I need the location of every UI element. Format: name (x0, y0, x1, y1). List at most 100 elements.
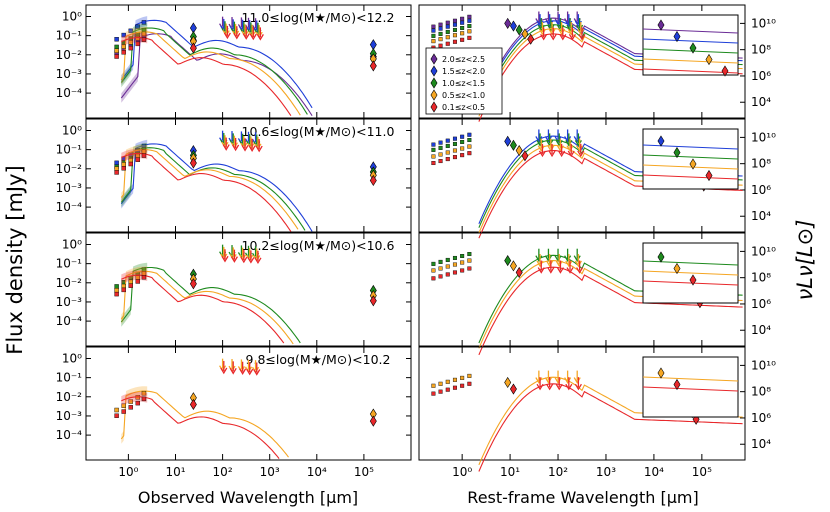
upper-limit-arrow (556, 18, 564, 32)
upper-limit-arrow (565, 377, 573, 391)
rest-photometry-point (445, 387, 450, 392)
photometry-point (121, 283, 126, 289)
rest-photometry-point (460, 20, 465, 25)
model-sed-curve (120, 390, 289, 458)
upper-limit-arrow (229, 361, 237, 375)
upper-limit-arrow-head (540, 33, 548, 41)
upper-limit-arrow (237, 359, 245, 373)
rest-photometry-point (445, 35, 450, 40)
upper-limit-arrow (573, 248, 581, 262)
rest-photometry-point (460, 25, 465, 30)
photometry-point (128, 40, 133, 45)
y-tick-label-lum: 10¹⁰ (751, 16, 776, 30)
upper-limit-arrow-head (253, 369, 261, 376)
rest-photometry-point (438, 274, 443, 279)
upper-limit-arrow-head (574, 383, 582, 391)
rest-photometry-point (438, 43, 443, 48)
y-tick-label-lum: 10⁸ (751, 271, 771, 285)
upper-limit-arrow (538, 143, 547, 158)
luminosity-point (504, 376, 512, 389)
upper-limit-arrow (555, 253, 563, 268)
inset-zoom (642, 356, 739, 418)
rest-photometry-point (460, 153, 465, 158)
inset-curve (642, 58, 739, 64)
upper-limit-arrow-head (576, 24, 584, 32)
model-sed-curve (120, 149, 299, 230)
inset-point (673, 378, 681, 391)
upper-limit-arrow-head (535, 255, 543, 262)
rest-photometry-point (431, 28, 436, 33)
uncertainty-band (121, 262, 148, 327)
upper-limit-arrow-head (573, 255, 581, 262)
photometry-point (141, 390, 147, 396)
upper-limit-arrow-head (242, 33, 250, 40)
upper-limit-arrow-head (537, 145, 545, 152)
rest-photometry-point (438, 159, 443, 164)
upper-limit-arrow-head (546, 260, 554, 268)
upper-limit-arrow (554, 370, 562, 384)
legend-label: 2.0≤z<2.5 (442, 55, 485, 64)
upper-limit-arrow-head (565, 140, 573, 147)
luminosity-point (509, 260, 517, 272)
upper-limit-arrow (558, 143, 566, 158)
upper-limit-arrow-head (555, 260, 563, 268)
mips-24-point (189, 42, 197, 54)
photometry-point (121, 44, 126, 49)
upper-limit-arrow (221, 249, 229, 263)
luminosity-point (509, 383, 517, 395)
inset-point (657, 367, 665, 379)
upper-limit-arrow (574, 253, 582, 268)
upper-limit-arrow-head (574, 260, 582, 268)
y-tick-label-flux: 10⁻¹ (56, 143, 83, 157)
rest-photometry-point (438, 31, 443, 36)
rest-photometry-point (460, 146, 465, 151)
y-tick-label-flux: 10⁻² (56, 162, 83, 176)
photometry-point (114, 160, 119, 166)
inset-curve (642, 260, 739, 266)
model-sed-curve (120, 270, 294, 345)
upper-limit-arrow-head (547, 24, 555, 32)
y-tick-label-lum: 10⁴ (751, 209, 771, 223)
upper-limit-arrow-head (559, 33, 567, 41)
upper-limit-arrow (242, 26, 250, 40)
upper-limit-arrow-head (574, 140, 582, 147)
photometry-point (114, 291, 119, 297)
rest-panel-frame (418, 232, 746, 347)
inset-point (721, 65, 729, 77)
rest-photometry-point (460, 253, 465, 258)
rest-photometry-point (467, 18, 472, 23)
model-sed-curve (120, 266, 301, 344)
upper-limit-arrow (573, 370, 581, 384)
upper-limit-arrow-head (558, 150, 566, 158)
y-tick-label-flux: 10⁻³ (56, 181, 83, 195)
upper-limit-arrow-head (229, 368, 237, 375)
observed-panel-frame (85, 118, 412, 233)
y-tick-label-flux: 10⁻² (56, 48, 83, 62)
photometry-point (141, 37, 147, 42)
luminosity-point (504, 17, 512, 29)
photometry-point (141, 20, 147, 25)
upper-limit-arrow (547, 260, 555, 274)
upper-limit-arrow (566, 260, 574, 274)
inset-zoom (642, 128, 739, 190)
rest-photometry-point (445, 138, 450, 143)
upper-limit-arrow-head (222, 144, 230, 151)
photometry-point (128, 45, 133, 51)
model-sed-curve (120, 31, 301, 116)
rest-photometry-point (431, 147, 436, 152)
photometry-point (114, 37, 119, 42)
rest-photometry-point (467, 144, 472, 149)
upper-limit-arrow (256, 27, 264, 41)
upper-limit-arrow (249, 27, 257, 41)
upper-limit-arrow-head (538, 28, 547, 36)
inset-curve (642, 144, 739, 150)
y-tick-label-lum: 10⁸ (751, 43, 771, 57)
y-tick-label-lum: 10⁸ (751, 157, 771, 171)
rest-photometry-point (438, 259, 443, 264)
inset-curve (642, 164, 739, 170)
rest-photometry-point (467, 14, 472, 19)
x-tick-label-rest: 10² (548, 465, 568, 479)
upper-limit-arrow (573, 129, 581, 143)
y-axis-label-right: νLν[L⊙] (793, 220, 817, 301)
x-tick-label-rest: 10³ (596, 465, 616, 479)
